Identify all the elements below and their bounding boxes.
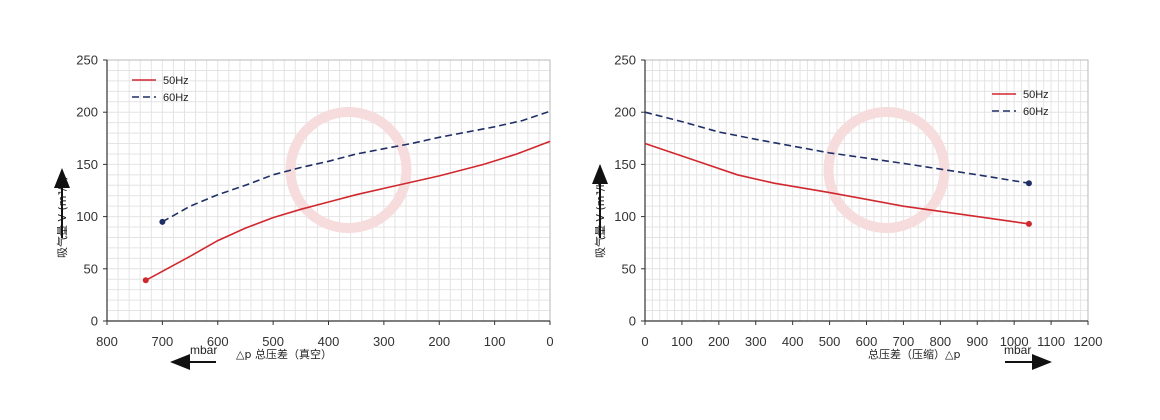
x-axis-label: △p 总压差（真空） [236,347,332,361]
pressure-chart: 0 50 100 150 200 250 0 100 200 300 400 500 600 700 800… [592,53,1103,370]
x-tick-label: 200 [428,334,450,349]
x-tick-label: 600 [207,334,229,349]
watermark-logo [823,107,950,233]
series-endpoint-50hz [142,277,149,284]
series-line-60hz [644,111,1030,184]
x-tick-label: 800 [96,334,118,349]
x-tick-label: 0 [641,334,648,349]
series-endpoint-50hz [1025,220,1032,227]
y-tick-label: 0 [629,314,636,329]
y-tick-label: 150 [76,157,98,172]
series-endpoint-60hz [1025,180,1032,187]
x-tick-label: 900 [966,334,988,349]
x-tick-label: 500 [819,334,841,349]
x-tick-label: 100 [671,334,693,349]
y-tick-label: 100 [76,209,98,224]
series-endpoint-60hz [159,218,166,225]
x-tick-label: 500 [262,334,284,349]
x-tick-label: 1100 [1037,334,1065,349]
x-tick-label: 700 [152,334,174,349]
x-tick-label: 1200 [1074,334,1103,349]
x-tick-label: 400 [318,334,340,349]
x-tick-label: 300 [745,334,767,349]
x-tick-label: 300 [373,334,395,349]
y-tick-label: 100 [614,209,636,224]
grid [644,59,1089,322]
legend-label: 60Hz [163,92,189,104]
y-tick-label: 250 [76,53,98,68]
x-tick-label: 700 [893,334,915,349]
x-axis-unit: mbar [1004,343,1031,357]
x-tick-label: 0 [546,334,553,349]
y-tick-label: 200 [76,105,98,120]
x-tick-label: 600 [856,334,878,349]
watermark-logo [285,107,412,233]
series-line-50hz [644,142,1030,225]
legend-label: 60Hz [1023,106,1049,118]
x-tick-label: 1000 [1000,334,1029,349]
legend-label: 50Hz [163,75,189,87]
x-axis-unit: mbar [190,343,217,357]
y-tick-label: 50 [84,261,98,276]
legend-label: 50Hz [1023,89,1049,101]
x-tick-label: 800 [929,334,951,349]
x-axis-label: 总压差（压缩）△p [868,347,960,361]
series-line-50hz [145,140,551,282]
x-tick-label: 400 [782,334,804,349]
y-tick-label: 50 [622,261,636,276]
series-line-60hz [162,110,551,223]
y-tick-label: 200 [614,105,636,120]
x-tick-label: 200 [708,334,730,349]
y-tick-label: 0 [91,314,98,329]
x-tick-label: 100 [484,334,506,349]
vacuum-chart: 0 50 100 150 200 250 800 700 600 500 400 300 200 100 0… [54,53,554,370]
y-tick-label: 250 [614,53,636,68]
y-tick-label: 150 [614,157,636,172]
